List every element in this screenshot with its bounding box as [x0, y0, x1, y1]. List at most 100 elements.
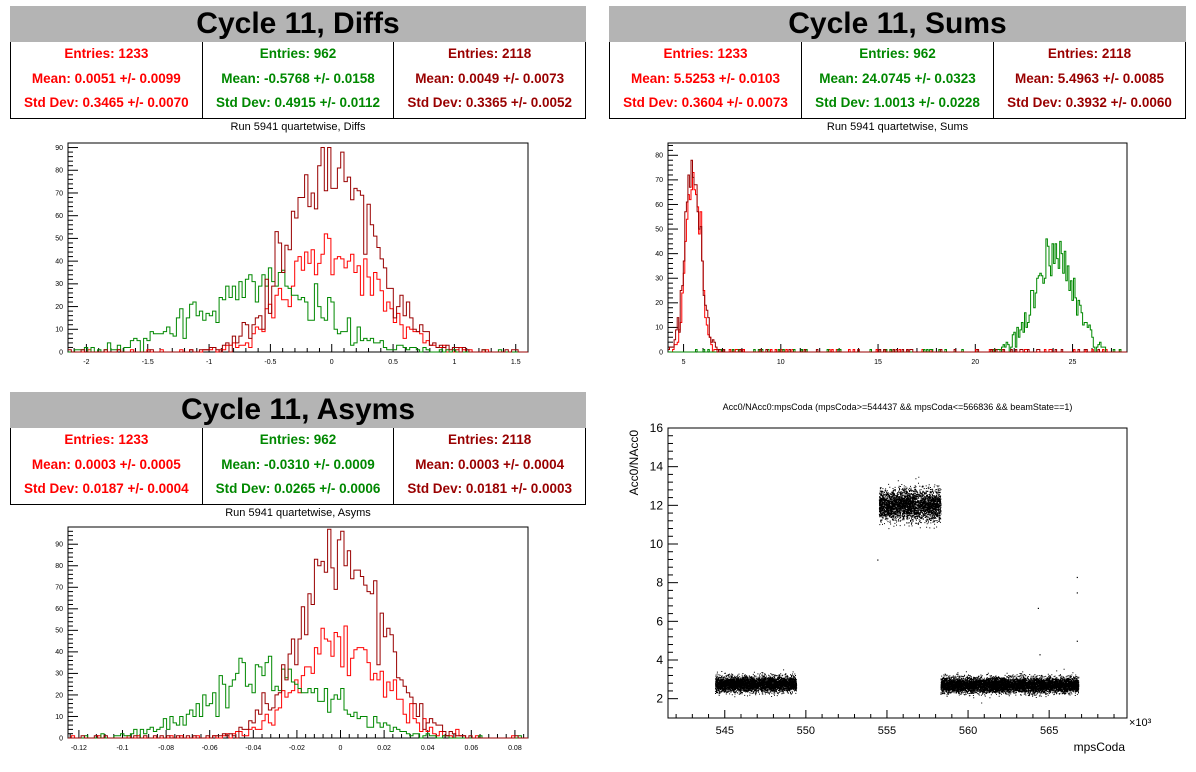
x-tick-label: -2	[83, 359, 89, 366]
x-tick-label: 555	[878, 725, 896, 737]
y-tick-label: 20	[655, 300, 663, 307]
x-tick-label: 0.02	[377, 745, 391, 752]
x-tick-label: 1.5	[511, 359, 521, 366]
asyms-stats-red: Entries: 1233 Mean: 0.0003 +/- 0.0005 St…	[11, 428, 203, 504]
diffs-subtitle: Run 5941 quartetwise, Diffs	[230, 121, 366, 133]
stat-mean: Mean: 24.0745 +/- 0.0323	[819, 70, 976, 86]
x-tick-label: 0.06	[465, 745, 479, 752]
stat-std: Std Dev: 0.0181 +/- 0.0003	[407, 481, 573, 497]
stat-std: Std Dev: 0.0187 +/- 0.0004	[23, 481, 189, 497]
x-tick-label: 0	[339, 745, 343, 752]
stat-std: Std Dev: 1.0013 +/- 0.0228	[815, 95, 980, 111]
scatter-outlier-point	[877, 559, 879, 561]
histogram-series-green	[668, 238, 1127, 353]
stat-entries: Entries: 1233	[64, 432, 149, 447]
x-tick-label: 0	[330, 359, 334, 366]
histogram-series-red	[68, 233, 528, 353]
x-tick-label: -1.5	[142, 359, 154, 366]
sums-stats-darkred: Entries: 2118 Mean: 5.4963 +/- 0.0085 St…	[994, 42, 1185, 118]
stat-entries: Entries: 962	[259, 46, 337, 61]
diffs-stats-box: Entries: 1233 Mean: 0.0051 +/- 0.0099 St…	[10, 42, 586, 119]
y-tick-label: 80	[55, 563, 63, 570]
y-tick-label: 50	[55, 628, 63, 635]
diffs-title: Cycle 11, Diffs	[10, 6, 586, 42]
scatter-x-multiplier: ×10³	[1129, 717, 1152, 729]
sums-stats-green: Entries: 962 Mean: 24.0745 +/- 0.0323 St…	[802, 42, 994, 118]
x-tick-label: -0.1	[116, 745, 128, 752]
x-tick-label: 1	[452, 359, 456, 366]
histogram-series-green	[68, 655, 528, 739]
scatter-outlier-point	[1039, 654, 1041, 656]
stat-mean: Mean: 5.5253 +/- 0.0103	[631, 70, 780, 86]
sums-subtitle: Run 5941 quartetwise, Sums	[826, 121, 969, 133]
x-tick-label: 0.08	[508, 745, 522, 752]
y-tick-label: 8	[656, 576, 663, 590]
y-tick-label: 80	[655, 153, 663, 160]
x-tick-label: -0.12	[71, 745, 87, 752]
y-tick-label: 4	[656, 653, 663, 667]
stat-mean: Mean: 0.0003 +/- 0.0005	[31, 456, 181, 472]
scatter-outlier-point	[1076, 592, 1078, 594]
x-tick-label: -0.02	[289, 745, 305, 752]
asyms-title: Cycle 11, Asyms	[10, 392, 586, 428]
sums-stats-red: Entries: 1233 Mean: 5.5253 +/- 0.0103 St…	[610, 42, 802, 118]
y-tick-label: 2	[656, 692, 663, 706]
sums-title: Cycle 11, Sums	[609, 6, 1186, 42]
stat-entries: Entries: 2118	[448, 432, 532, 447]
y-tick-label: 30	[55, 281, 63, 288]
y-tick-label: 10	[655, 325, 663, 332]
stat-entries: Entries: 2118	[448, 46, 532, 61]
stat-std: Std Dev: 0.3465 +/- 0.0070	[23, 95, 189, 111]
y-tick-label: 90	[55, 145, 63, 152]
plot-frame-1	[667, 142, 1128, 353]
histogram-series-green	[68, 267, 528, 353]
y-tick-label: 60	[655, 202, 663, 209]
x-tick-label: 5	[682, 359, 686, 366]
y-tick-label: 20	[55, 692, 63, 699]
y-tick-label: 50	[55, 236, 63, 243]
y-tick-label: 40	[55, 649, 63, 656]
x-tick-label: -0.08	[158, 745, 174, 752]
x-tick-label: -0.5	[264, 359, 276, 366]
x-tick-label: 545	[716, 725, 734, 737]
x-tick-label: 560	[959, 725, 977, 737]
diffs-stats-red: Entries: 1233 Mean: 0.0051 +/- 0.0099 St…	[11, 42, 203, 118]
stat-entries: Entries: 962	[859, 46, 936, 61]
x-tick-label: 15	[874, 359, 882, 366]
y-tick-label: 60	[55, 213, 63, 220]
scatter-x-axis-label: mpsCoda	[1074, 740, 1126, 754]
y-tick-label: 0	[59, 349, 63, 356]
y-tick-label: 40	[55, 258, 63, 265]
y-tick-label: 50	[655, 226, 663, 233]
stat-std: Std Dev: 0.3604 +/- 0.0073	[623, 95, 788, 111]
histogram-series-darkred	[68, 147, 528, 353]
scatter-title: Acc0/NAcc0:mpsCoda (mpsCoda>=544437 && m…	[722, 402, 1073, 412]
y-tick-label: 70	[655, 177, 663, 184]
scatter-outlier-point	[1076, 640, 1078, 642]
scatter-y-axis-label: Acc0/NAcc0	[627, 430, 641, 496]
asyms-stats-darkred: Entries: 2118 Mean: 0.0003 +/- 0.0004 St…	[394, 428, 585, 504]
stat-std: Std Dev: 0.0265 +/- 0.0006	[215, 481, 381, 497]
asyms-subtitle: Run 5941 quartetwise, Asyms	[225, 507, 371, 519]
x-tick-label: -0.06	[202, 745, 218, 752]
y-tick-label: 10	[650, 537, 664, 551]
scatter-outlier-point	[1076, 576, 1078, 579]
diffs-stats-green: Entries: 962 Mean: -0.5768 +/- 0.0158 St…	[203, 42, 395, 118]
stat-std: Std Dev: 0.4915 +/- 0.0112	[216, 95, 380, 111]
y-tick-label: 60	[55, 606, 63, 613]
asyms-stats-box: Entries: 1233 Mean: 0.0003 +/- 0.0005 St…	[10, 428, 586, 505]
y-tick-label: 30	[55, 671, 63, 678]
y-tick-label: 0	[59, 735, 63, 742]
y-tick-label: 16	[650, 421, 664, 435]
stat-mean: Mean: -0.5768 +/- 0.0158	[221, 70, 375, 86]
y-tick-label: 12	[650, 498, 664, 512]
sums-stats-box: Entries: 1233 Mean: 5.5253 +/- 0.0103 St…	[609, 42, 1186, 119]
y-tick-label: 6	[656, 614, 663, 628]
y-tick-label: 14	[650, 460, 664, 474]
x-tick-label: 550	[797, 725, 815, 737]
y-tick-label: 30	[655, 276, 663, 283]
stat-entries: Entries: 1233	[64, 46, 149, 61]
scatter-outlier-point	[1037, 607, 1039, 609]
stat-entries: Entries: 2118	[1047, 46, 1132, 61]
